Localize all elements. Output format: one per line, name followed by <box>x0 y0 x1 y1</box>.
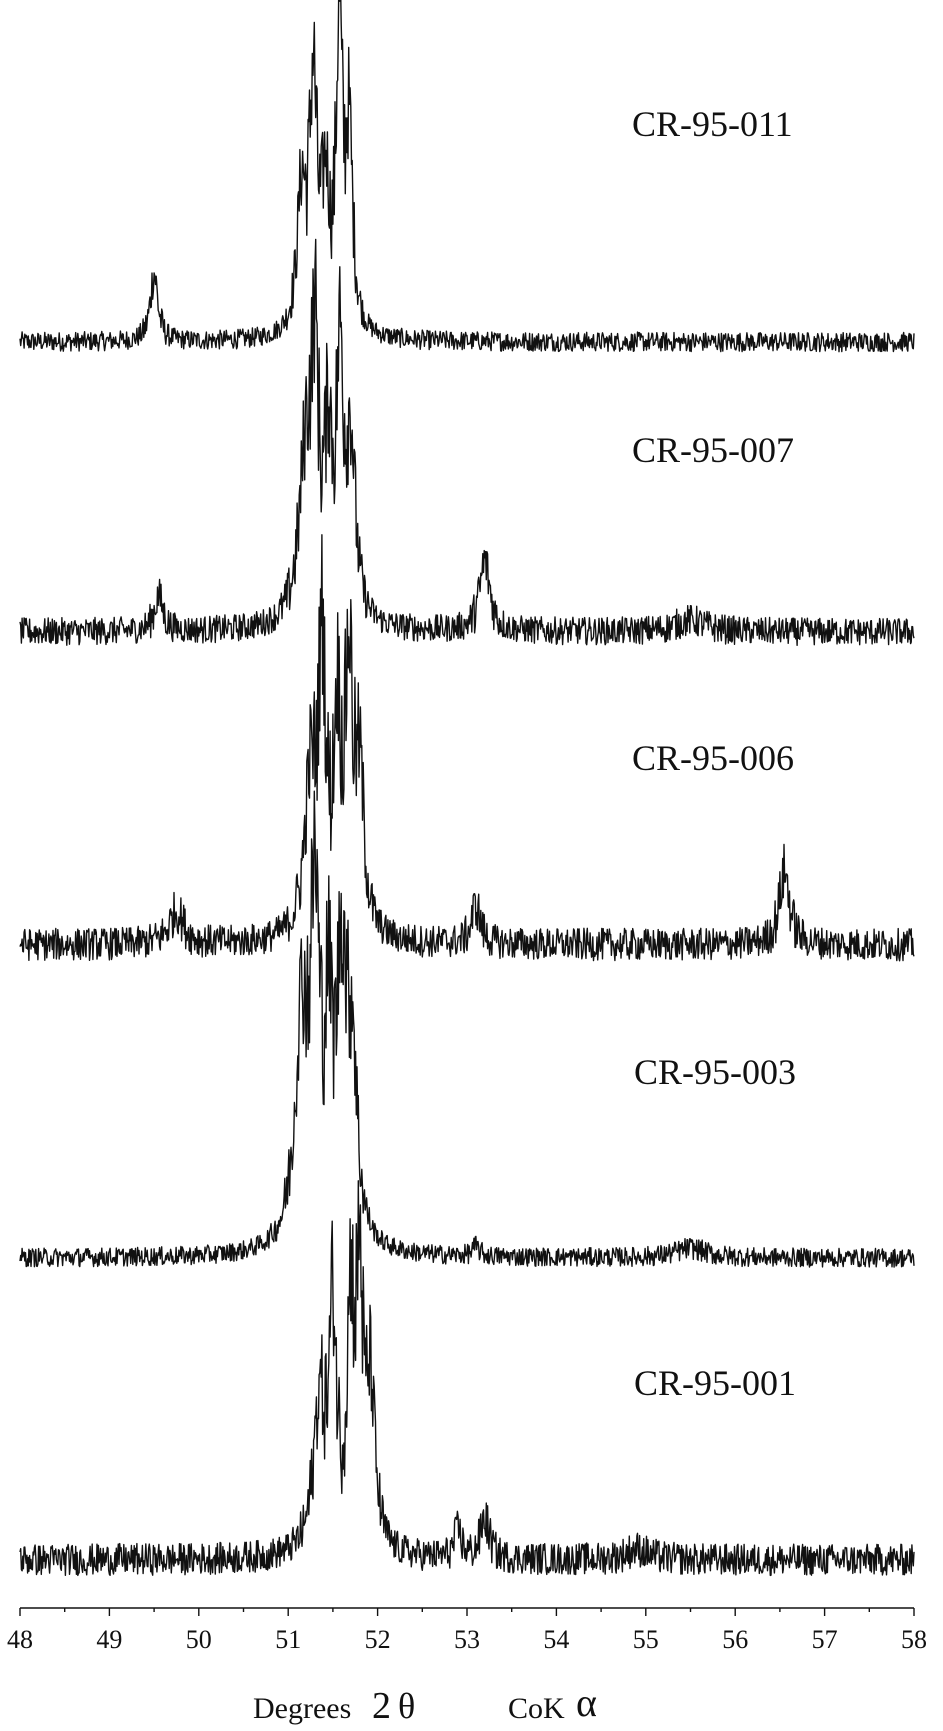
series-label-1: CR-95-011 <box>632 104 793 144</box>
series-label-5: CR-95-001 <box>634 1363 796 1403</box>
x-tick-label-56: 56 <box>722 1625 748 1654</box>
x-axis: 48 49 50 51 52 53 54 55 56 57 58 <box>7 1607 927 1654</box>
x-ticks: 48 49 50 51 52 53 54 55 56 57 58 <box>7 1608 927 1654</box>
x-axis-label-number: 2 <box>372 1685 391 1727</box>
x-axis-title: Degrees 2 θ CoK α <box>253 1680 597 1727</box>
x-tick-label-57: 57 <box>812 1625 838 1654</box>
x-tick-label-49: 49 <box>96 1625 122 1654</box>
radiation-label-text: CoK <box>508 1692 565 1725</box>
x-tick-label-51: 51 <box>275 1625 301 1654</box>
x-axis-label-text: Degrees <box>253 1692 351 1725</box>
x-tick-label-55: 55 <box>633 1625 659 1654</box>
theta-symbol: θ <box>398 1686 415 1726</box>
series-label-2: CR-95-007 <box>632 430 794 470</box>
trace-CR-95-006 <box>19 534 915 962</box>
series-label-4: CR-95-003 <box>634 1052 796 1092</box>
x-tick-label-50: 50 <box>186 1625 212 1654</box>
x-tick-label-54: 54 <box>543 1625 569 1654</box>
alpha-symbol: α <box>576 1680 597 1725</box>
x-tick-label-52: 52 <box>365 1625 391 1654</box>
x-tick-label-58: 58 <box>901 1625 927 1654</box>
diffraction-traces <box>19 0 915 1577</box>
trace-CR-95-011 <box>19 0 915 353</box>
x-tick-label-48: 48 <box>7 1625 33 1654</box>
trace-CR-95-003 <box>19 790 915 1268</box>
x-tick-label-53: 53 <box>454 1625 480 1654</box>
series-labels: CR-95-011 CR-95-007 CR-95-006 CR-95-003 … <box>632 104 796 1403</box>
series-label-3: CR-95-006 <box>632 738 794 778</box>
trace-CR-95-007 <box>19 238 915 646</box>
trace-CR-95-001 <box>19 1180 915 1577</box>
